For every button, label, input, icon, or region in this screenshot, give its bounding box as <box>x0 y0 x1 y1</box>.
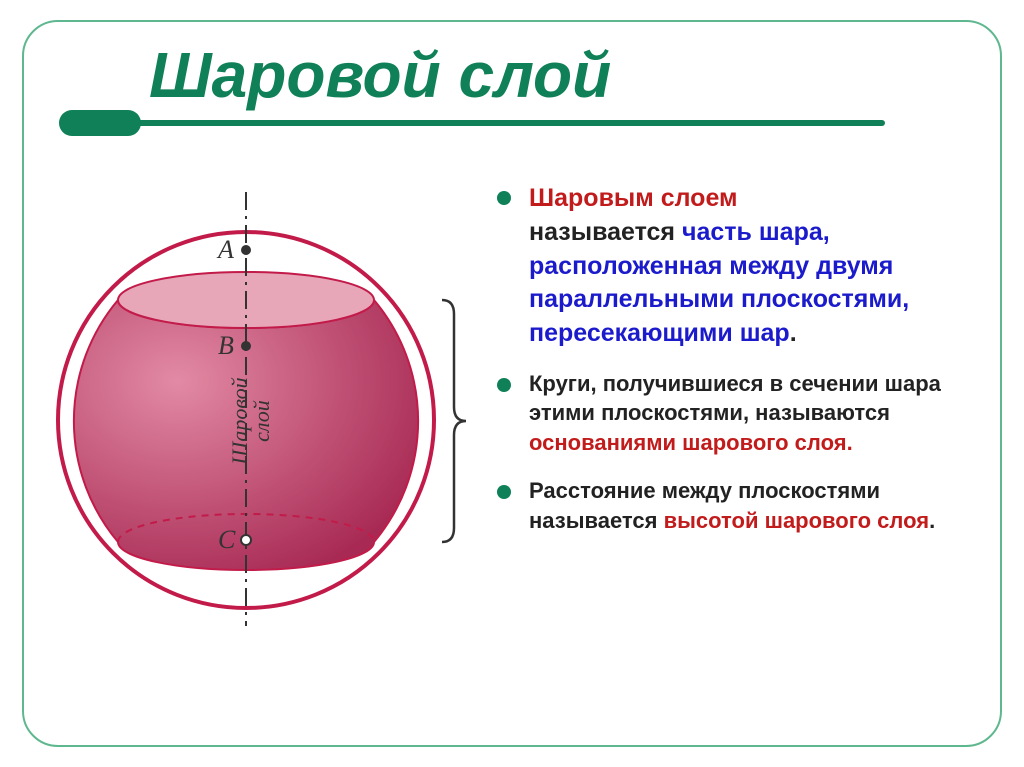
bullet-text: Шаровым слоем называется часть шара, рас… <box>529 182 984 351</box>
content-area: ABCШаровойслой Шаровым слоем называется … <box>44 176 984 726</box>
bullet-dot-icon <box>497 378 511 392</box>
sphere-zone-diagram: ABCШаровойслой <box>46 190 476 630</box>
svg-text:B: B <box>218 331 234 360</box>
bullet-dot-icon <box>497 191 511 205</box>
text-column: Шаровым слоем называется часть шара, рас… <box>479 176 984 726</box>
svg-text:C: C <box>218 525 236 554</box>
bullet-item-2: Расстояние между плоскостями называется … <box>497 476 984 535</box>
bullet-dot-icon <box>497 485 511 499</box>
slide-title: Шаровой слой <box>65 38 885 112</box>
title-bullet-shape <box>59 110 141 136</box>
bullet-item-1: Круги, получившиеся в сечении шара этими… <box>497 369 984 458</box>
slide-title-area: Шаровой слой <box>65 38 885 126</box>
title-underline <box>65 120 885 126</box>
bullet-text: Круги, получившиеся в сечении шара этими… <box>529 369 984 458</box>
bullet-item-0: Шаровым слоем называется часть шара, рас… <box>497 182 984 351</box>
diagram-column: ABCШаровойслой <box>44 176 479 726</box>
svg-text:A: A <box>216 235 234 264</box>
bullet-text: Расстояние между плоскостями называется … <box>529 476 984 535</box>
